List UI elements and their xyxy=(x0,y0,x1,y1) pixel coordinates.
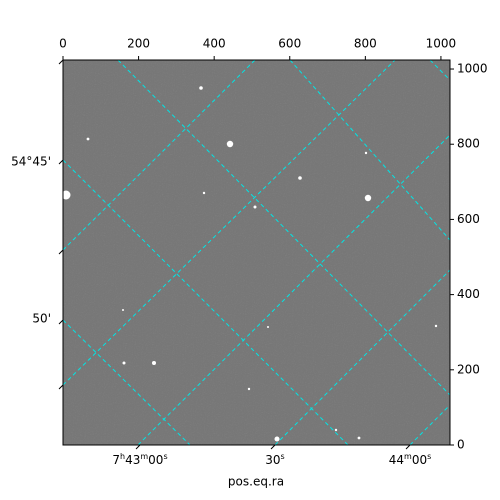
x-axis-label: pos.eq.ra xyxy=(228,475,284,489)
dec-tick xyxy=(58,59,64,65)
y-tick-label: 200 xyxy=(457,362,480,376)
x-tick-label: 800 xyxy=(354,37,377,51)
dec-tick xyxy=(58,249,64,255)
dec-tick-label: 54°45' xyxy=(11,155,51,169)
dec-tick-label: 50' xyxy=(32,312,51,326)
y-tick-label: 800 xyxy=(457,137,480,151)
dec-tick xyxy=(58,384,64,390)
ra-tick xyxy=(405,444,411,450)
stars xyxy=(61,86,438,442)
plot-frame xyxy=(62,59,451,446)
sky-image xyxy=(61,60,450,445)
y-tick-label: 0 xyxy=(457,438,465,452)
y-tick-label: 400 xyxy=(457,287,480,301)
x-tick-label: 0 xyxy=(59,37,67,51)
wcs-grid xyxy=(63,60,450,445)
ra-tick xyxy=(135,444,141,450)
x-tick-label: 600 xyxy=(278,37,301,51)
ra-tick xyxy=(270,444,276,450)
y-tick-label: 600 xyxy=(457,212,480,226)
x-tick-label: 200 xyxy=(127,37,150,51)
x-tick-label: 400 xyxy=(203,37,226,51)
dec-tick xyxy=(58,319,64,325)
ra-tick-label: 7h43m00s xyxy=(112,452,167,467)
dec-tick xyxy=(58,159,64,165)
x-tick-label: 1000 xyxy=(426,37,457,51)
ra-tick-label: 30s xyxy=(265,452,284,467)
y-tick-label: 1000 xyxy=(457,62,488,76)
ra-tick-label: 44m00s xyxy=(389,452,432,467)
